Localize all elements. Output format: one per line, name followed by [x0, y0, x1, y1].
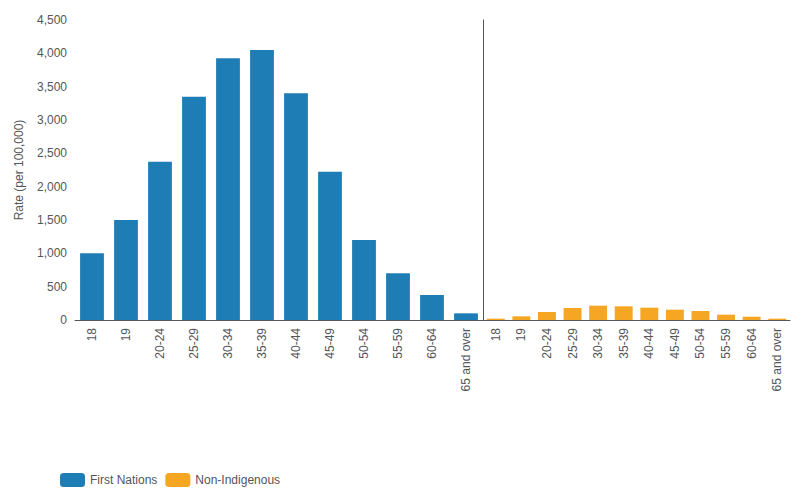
svg-text:60-64: 60-64 [425, 328, 439, 359]
svg-text:4,000: 4,000 [37, 46, 67, 60]
svg-text:45-49: 45-49 [323, 328, 337, 359]
svg-text:0: 0 [60, 313, 67, 327]
svg-text:1,500: 1,500 [37, 213, 67, 227]
svg-text:25-29: 25-29 [187, 328, 201, 359]
svg-text:50-54: 50-54 [693, 328, 707, 359]
svg-text:20-24: 20-24 [540, 328, 554, 359]
svg-text:3,000: 3,000 [37, 113, 67, 127]
svg-text:4,500: 4,500 [37, 13, 67, 27]
svg-text:40-44: 40-44 [642, 328, 656, 359]
svg-text:19: 19 [514, 328, 528, 342]
svg-text:65 and over: 65 and over [459, 328, 473, 391]
svg-text:18: 18 [85, 328, 99, 342]
svg-text:30-34: 30-34 [221, 328, 235, 359]
svg-text:2,500: 2,500 [37, 146, 67, 160]
svg-text:65 and over: 65 and over [770, 328, 784, 391]
svg-text:18: 18 [489, 328, 503, 342]
svg-text:45-49: 45-49 [668, 328, 682, 359]
svg-text:55-59: 55-59 [391, 328, 405, 359]
svg-text:55-59: 55-59 [719, 328, 733, 359]
svg-text:Rate (per 100,000): Rate (per 100,000) [12, 120, 26, 221]
svg-text:50-54: 50-54 [357, 328, 371, 359]
svg-text:20-24: 20-24 [153, 328, 167, 359]
svg-text:First Nations: First Nations [90, 473, 157, 487]
svg-text:35-39: 35-39 [255, 328, 269, 359]
svg-text:25-29: 25-29 [566, 328, 580, 359]
svg-text:500: 500 [47, 280, 67, 294]
svg-text:60-64: 60-64 [745, 328, 759, 359]
svg-text:19: 19 [119, 328, 133, 342]
svg-text:2,000: 2,000 [37, 180, 67, 194]
svg-text:3,500: 3,500 [37, 80, 67, 94]
svg-text:1,000: 1,000 [37, 246, 67, 260]
svg-text:40-44: 40-44 [289, 328, 303, 359]
svg-text:Non-Indigenous: Non-Indigenous [195, 473, 280, 487]
svg-text:30-34: 30-34 [591, 328, 605, 359]
svg-text:35-39: 35-39 [617, 328, 631, 359]
